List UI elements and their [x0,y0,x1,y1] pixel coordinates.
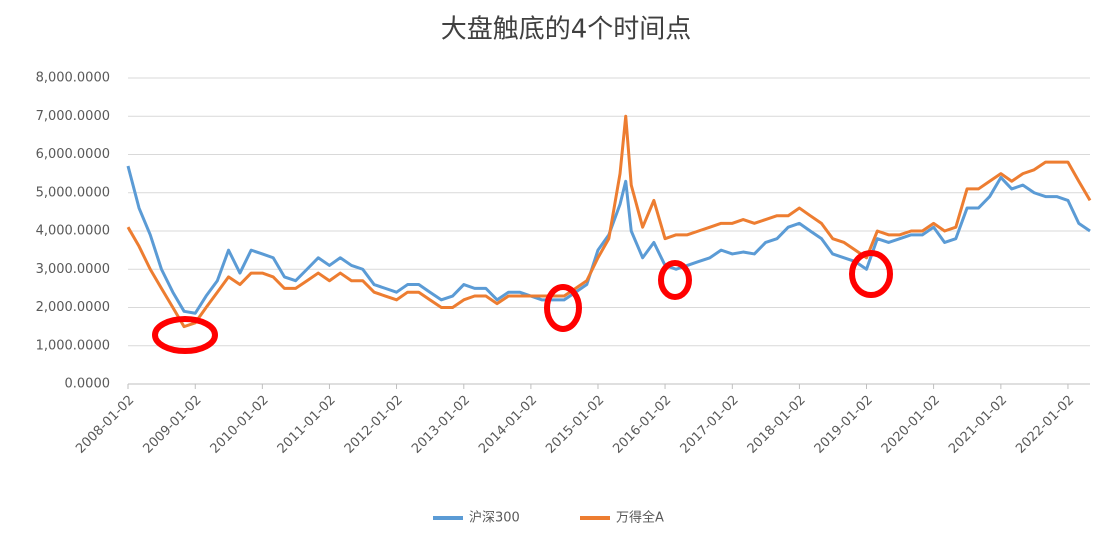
bottom-circle [544,284,582,332]
chart-title: 大盘触底的4个时间点 [441,15,692,45]
x-tick-label: 2014-01-02 [476,393,540,457]
y-tick-label: 3,000.0000 [36,262,110,277]
y-tick-label: 7,000.0000 [36,109,110,124]
x-tick-label: 2021-01-02 [946,393,1010,457]
x-tick-label: 2009-01-02 [141,393,205,457]
lines [126,114,1092,329]
y-tick-label: 5,000.0000 [36,185,110,200]
y-tick-label: 4,000.0000 [36,224,110,239]
legend: 沪深300 万得全A [433,510,664,526]
x-tick-label: 2010-01-02 [208,393,272,457]
series-line [126,165,1091,315]
legend-label: 沪深300 [469,510,520,526]
x-tick-label: 2015-01-02 [543,393,607,457]
annotations [152,250,893,354]
bottom-circle [152,316,218,354]
x-tick-label: 2020-01-02 [879,393,943,457]
x-tick-label: 2018-01-02 [745,393,809,457]
y-tick-label: 2,000.0000 [36,300,110,315]
grid: 0.0000 1,000.0000 2,000.0000 3,000.0000 4,00… [36,71,1090,457]
x-tick-label: 2016-01-02 [610,393,674,457]
bottom-circle [658,260,692,300]
x-tick-label: 2012-01-02 [342,393,406,457]
x-tick-label: 2013-01-02 [409,393,473,457]
x-tick-label: 2008-01-02 [73,393,137,457]
x-tick-label: 2019-01-02 [812,393,876,457]
y-tick-label: 6,000.0000 [36,147,110,162]
x-tick-label: 2017-01-02 [678,393,742,457]
legend-label: 万得全A [616,510,664,526]
y-tick-label: 1,000.0000 [36,338,110,353]
y-tick-label: 0.0000 [65,377,111,392]
y-tick-label: 8,000.0000 [36,71,110,86]
x-tick-label: 2022-01-02 [1013,393,1077,457]
series-line [126,114,1092,329]
x-tick-label: 2011-01-02 [275,393,339,457]
bottom-circle [849,250,893,298]
